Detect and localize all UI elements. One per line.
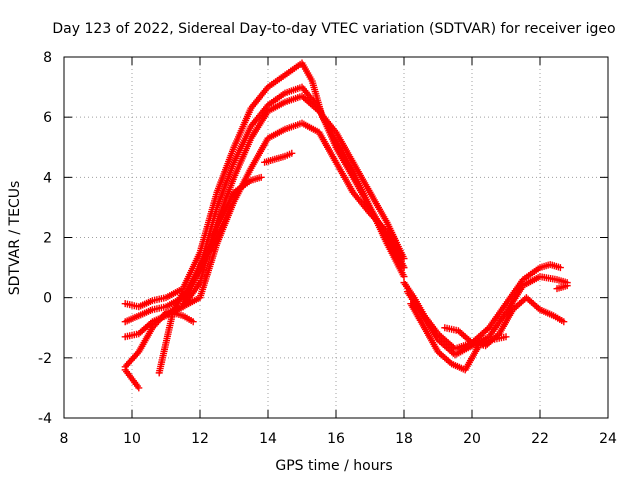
series-track-6: [155, 288, 187, 377]
x-axis-label: GPS time / hours: [275, 458, 392, 474]
series-track-8: [189, 173, 265, 287]
data-point: [288, 149, 296, 157]
y-tick-label: -2: [38, 351, 52, 367]
y-tick-label: 8: [43, 50, 52, 66]
data-point: [135, 384, 143, 392]
data-point: [556, 264, 564, 272]
data-point: [189, 318, 197, 326]
data-point: [400, 273, 408, 281]
x-tick-label: 18: [395, 431, 413, 447]
y-axis-label: SDTVAR / TECUs: [7, 181, 23, 296]
x-tick-label: 14: [259, 431, 277, 447]
series-track-15: [553, 282, 571, 293]
y-tick-label: 4: [43, 170, 52, 186]
y-tick-label: -4: [38, 411, 52, 427]
series-track-12: [403, 273, 571, 359]
y-tick-label: 2: [43, 231, 52, 247]
data-point: [257, 173, 265, 181]
series-track-13: [407, 300, 510, 374]
data-point: [502, 333, 510, 341]
x-tick-label: 16: [327, 431, 345, 447]
y-tick-label: 6: [43, 110, 52, 126]
series-track-10: [169, 309, 197, 326]
data-point: [400, 264, 408, 272]
axis-ticks: [63, 56, 609, 419]
data-point: [560, 318, 568, 326]
x-tick-label: 24: [599, 431, 617, 447]
series-track-14: [441, 294, 568, 350]
x-tick-label: 12: [191, 431, 209, 447]
x-tick-label: 10: [123, 431, 141, 447]
y-tick-label: 0: [43, 291, 52, 307]
data-point: [563, 282, 571, 290]
x-tick-label: 22: [531, 431, 549, 447]
series-track-9: [261, 149, 296, 166]
series-track-5: [121, 366, 143, 392]
x-tick-label: 8: [60, 431, 69, 447]
data-points: [121, 59, 571, 392]
chart-title: Day 123 of 2022, Sidereal Day-to-day VTE…: [52, 21, 615, 37]
x-tick-label: 20: [463, 431, 481, 447]
series-track-4: [121, 119, 408, 371]
